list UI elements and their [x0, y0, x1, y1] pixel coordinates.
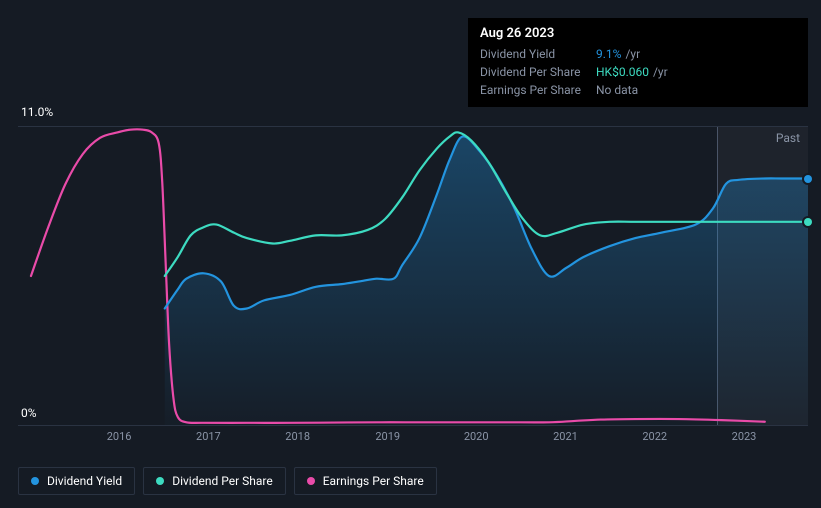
- tooltip-row-label: Dividend Per Share: [480, 65, 596, 79]
- tooltip-date: Aug 26 2023: [480, 26, 796, 41]
- x-axis-tick: 2023: [732, 430, 757, 443]
- tooltip-row-unit: /yr: [653, 65, 668, 79]
- legend-item[interactable]: Dividend Yield: [18, 467, 135, 495]
- legend-item-label: Dividend Per Share: [172, 474, 273, 488]
- legend-item[interactable]: Earnings Per Share: [294, 467, 437, 495]
- tooltip-row: Dividend Per ShareHK$0.060/yr: [480, 63, 796, 81]
- legend-item-label: Earnings Per Share: [323, 474, 424, 488]
- chart-tooltip: Aug 26 2023 Dividend Yield9.1%/yrDividen…: [468, 18, 808, 107]
- x-axis-tick: 2022: [642, 430, 667, 443]
- y-axis-max: 11.0%: [21, 105, 53, 119]
- plot-area[interactable]: Past: [18, 126, 808, 426]
- legend-dot-icon: [156, 477, 164, 485]
- tooltip-row: Dividend Yield9.1% /yr: [480, 45, 796, 63]
- legend-item-label: Dividend Yield: [47, 474, 122, 488]
- series-end-marker: [804, 175, 812, 183]
- x-axis-tick: 2019: [375, 430, 400, 443]
- x-axis-tick: 2018: [285, 430, 310, 443]
- x-axis-tick: 2016: [107, 430, 132, 443]
- dividend-chart: 11.0% 0% Past 20162017201820192020202120…: [18, 108, 808, 448]
- tooltip-row-value: No data: [596, 83, 638, 97]
- x-axis-tick: 2017: [196, 430, 221, 443]
- chart-legend: Dividend Yield Dividend Per Share Earnings…: [18, 467, 437, 495]
- legend-item[interactable]: Dividend Per Share: [143, 467, 286, 495]
- x-axis: 2016 2017 2018 2019 2020 2021 2022 2023: [18, 430, 808, 450]
- series-end-marker: [804, 218, 812, 226]
- tooltip-row-value: 9.1%: [596, 47, 621, 61]
- x-axis-tick: 2021: [553, 430, 578, 443]
- chart-lines: [18, 127, 808, 425]
- tooltip-row-unit: /yr: [625, 47, 640, 61]
- tooltip-row-value: HK$0.060: [596, 65, 649, 79]
- tooltip-row-label: Earnings Per Share: [480, 83, 596, 97]
- legend-dot-icon: [31, 477, 39, 485]
- tooltip-row: Earnings Per ShareNo data: [480, 81, 796, 99]
- tooltip-row-label: Dividend Yield: [480, 47, 596, 61]
- x-axis-tick: 2020: [464, 430, 489, 443]
- legend-dot-icon: [307, 477, 315, 485]
